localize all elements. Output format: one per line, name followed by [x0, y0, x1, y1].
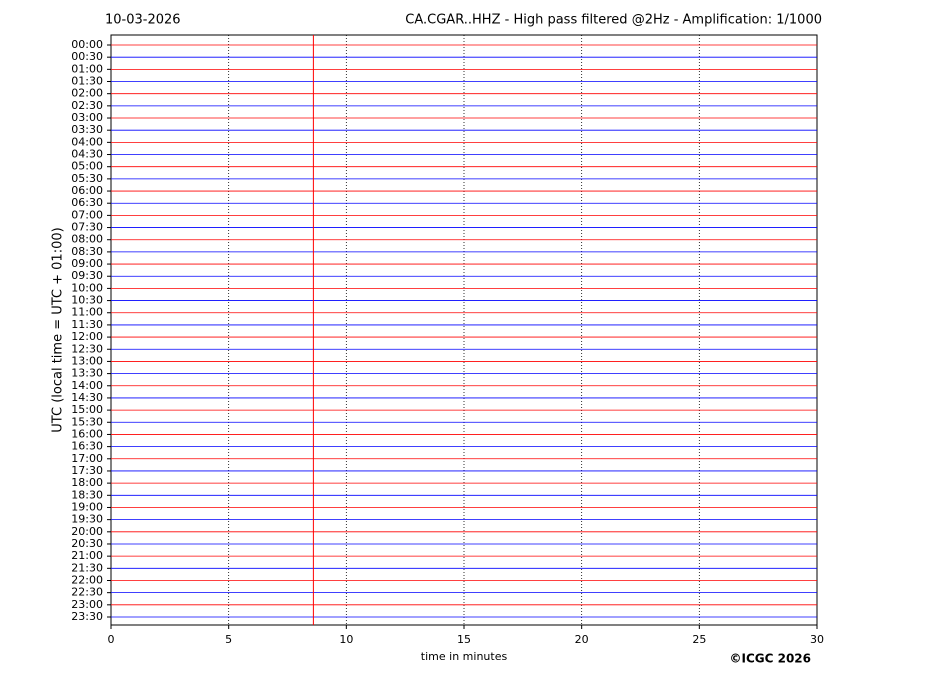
y-tick-label: 09:00 — [71, 257, 103, 270]
y-tick-label: 14:30 — [71, 391, 103, 404]
y-tick-label: 07:00 — [71, 208, 103, 221]
y-tick-label: 07:30 — [71, 221, 103, 234]
y-tick-label: 20:00 — [71, 525, 103, 538]
x-tick-label: 15 — [457, 633, 471, 646]
y-tick-label: 05:30 — [71, 172, 103, 185]
y-tick-label: 11:30 — [71, 318, 103, 331]
y-tick-label: 20:30 — [71, 537, 103, 550]
y-tick-label: 19:30 — [71, 513, 103, 526]
y-tick-label: 02:30 — [71, 99, 103, 112]
y-tick-label: 03:00 — [71, 111, 103, 124]
y-tick-label: 10:00 — [71, 281, 103, 294]
y-tick-label: 22:00 — [71, 573, 103, 586]
y-tick-label: 22:30 — [71, 586, 103, 599]
x-tick-label: 25 — [692, 633, 706, 646]
y-tick-label: 14:00 — [71, 379, 103, 392]
y-tick-label: 08:00 — [71, 233, 103, 246]
y-tick-label: 15:30 — [71, 415, 103, 428]
y-tick-label: 23:30 — [71, 610, 103, 623]
y-tick-label: 21:30 — [71, 561, 103, 574]
y-tick-label: 13:30 — [71, 367, 103, 380]
y-tick-label: 13:00 — [71, 354, 103, 367]
y-tick-label: 03:30 — [71, 123, 103, 136]
y-tick-label: 12:30 — [71, 342, 103, 355]
y-tick-label: 08:30 — [71, 245, 103, 258]
y-tick-label: 02:00 — [71, 87, 103, 100]
y-tick-label: 15:00 — [71, 403, 103, 416]
y-tick-label: 16:00 — [71, 427, 103, 440]
y-tick-label: 17:30 — [71, 464, 103, 477]
x-tick-label: 30 — [810, 633, 824, 646]
y-tick-label: 18:00 — [71, 476, 103, 489]
y-axis-label: UTC (local time = UTC + 01:00) — [51, 227, 66, 432]
y-tick-label: 18:30 — [71, 488, 103, 501]
x-tick-label: 5 — [225, 633, 232, 646]
y-tick-label: 09:30 — [71, 269, 103, 282]
chart-title: CA.CGAR..HHZ - High pass filtered @2Hz -… — [405, 13, 822, 28]
y-tick-label: 19:00 — [71, 500, 103, 513]
x-tick-label: 20 — [575, 633, 589, 646]
y-tick-label: 04:00 — [71, 135, 103, 148]
y-tick-label: 05:00 — [71, 160, 103, 173]
y-tick-label: 00:00 — [71, 38, 103, 51]
y-tick-label: 17:00 — [71, 452, 103, 465]
y-tick-label: 12:00 — [71, 330, 103, 343]
copyright: ©ICGC 2026 — [729, 652, 811, 666]
date: 10-03-2026 — [105, 13, 181, 28]
y-tick-label: 06:00 — [71, 184, 103, 197]
y-tick-label: 04:30 — [71, 148, 103, 161]
y-tick-label: 16:30 — [71, 440, 103, 453]
y-tick-label: 21:00 — [71, 549, 103, 562]
x-tick-label: 10 — [339, 633, 353, 646]
y-tick-label: 00:30 — [71, 50, 103, 63]
y-tick-label: 06:30 — [71, 196, 103, 209]
y-tick-label: 01:00 — [71, 62, 103, 75]
y-tick-label: 11:00 — [71, 306, 103, 319]
x-tick-label: 0 — [108, 633, 115, 646]
y-tick-label: 01:30 — [71, 75, 103, 88]
x-axis-label: time in minutes — [421, 650, 508, 663]
y-tick-label: 10:30 — [71, 294, 103, 307]
y-tick-label: 23:00 — [71, 598, 103, 611]
